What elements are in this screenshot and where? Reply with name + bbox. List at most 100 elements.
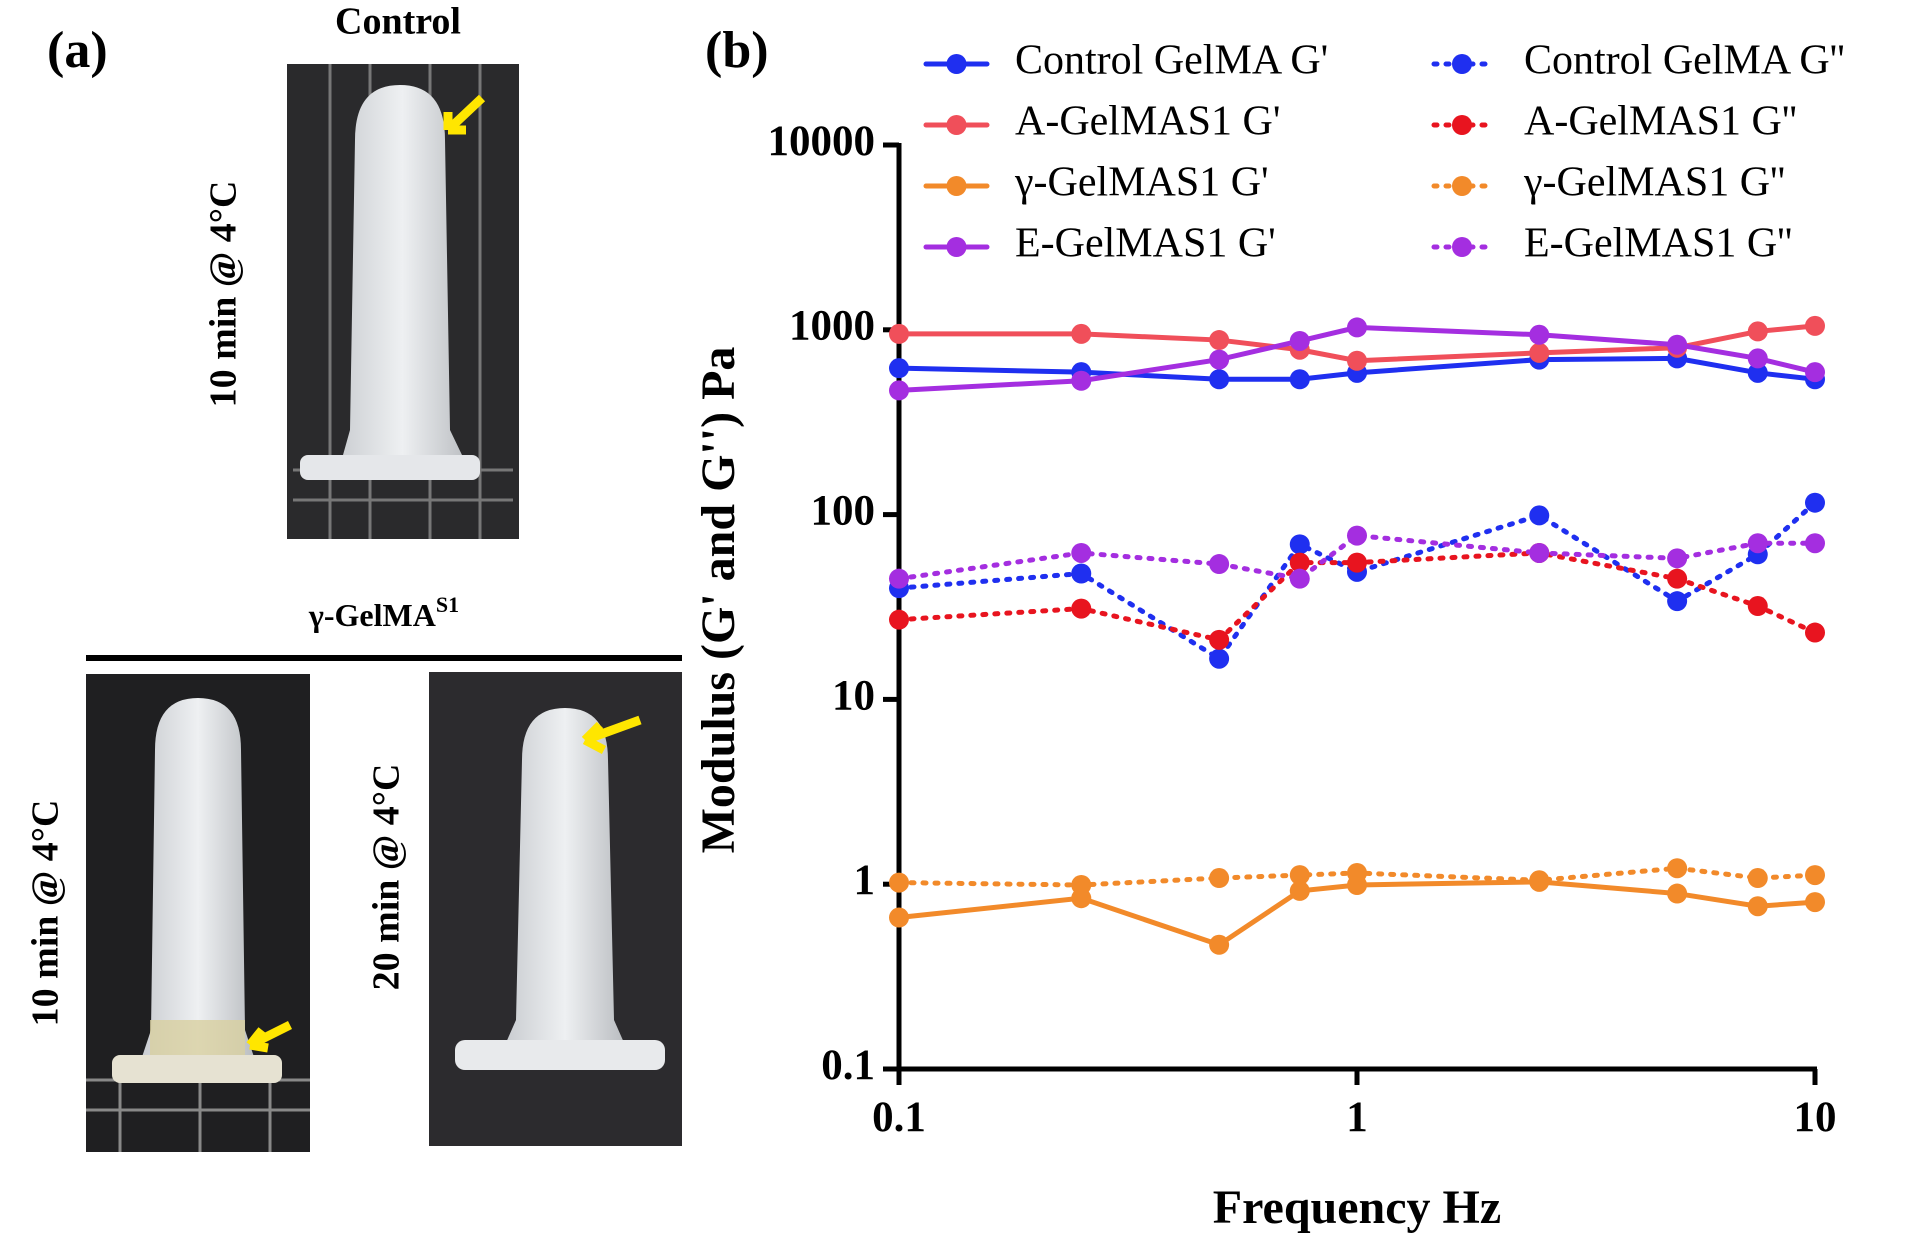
data-point <box>1209 369 1230 390</box>
data-point <box>1747 321 1768 342</box>
data-point <box>1805 492 1825 513</box>
data-point <box>1209 934 1230 955</box>
legend-label: Control GelMA G' <box>1015 38 1328 84</box>
photo-caption: 10 min @ 4°C <box>203 181 245 408</box>
data-point <box>1529 505 1550 526</box>
data-point <box>1209 629 1230 650</box>
data-point <box>889 907 909 928</box>
photo-caption: 20 min @ 4°C <box>366 764 408 991</box>
group-title: γ-GelMAS1 <box>308 592 459 633</box>
data-point <box>1071 598 1092 619</box>
data-point <box>1209 554 1230 575</box>
data-point <box>1747 596 1768 617</box>
data-point <box>1071 370 1092 391</box>
legend-label: A-GelMAS1 G' <box>1015 99 1280 145</box>
y-tick-label: 10 <box>832 672 875 719</box>
data-point <box>1071 875 1092 896</box>
legend-marker <box>1452 54 1472 74</box>
legend-marker <box>1452 115 1472 135</box>
y-tick-label: 1 <box>854 857 876 904</box>
data-point <box>889 872 909 893</box>
data-point <box>1667 568 1688 589</box>
data-point <box>1071 542 1092 563</box>
data-point <box>1747 362 1768 383</box>
legend-label: E-GelMAS1 G' <box>1015 221 1276 267</box>
data-point <box>889 358 909 379</box>
group-title-text: γ-GelMA <box>308 597 436 633</box>
data-point <box>1289 534 1310 555</box>
data-point <box>1209 868 1230 889</box>
legend-marker <box>946 115 967 135</box>
data-point <box>1747 896 1768 917</box>
data-point <box>1289 865 1310 886</box>
data-point <box>1347 552 1367 573</box>
data-point <box>1805 865 1825 886</box>
panel-label: (b) <box>705 22 769 79</box>
y-tick-label: 1000 <box>789 303 875 350</box>
data-point <box>1209 648 1230 669</box>
legend-marker <box>1452 176 1472 196</box>
data-point <box>1805 362 1825 383</box>
control-title: Control <box>335 1 461 43</box>
data-point <box>1347 317 1367 338</box>
data-point <box>1805 533 1825 554</box>
data-point <box>1071 323 1092 344</box>
data-point <box>1347 350 1367 371</box>
data-point <box>1667 334 1688 355</box>
data-point <box>1667 883 1688 904</box>
data-point <box>1529 342 1550 363</box>
data-point <box>1347 525 1367 546</box>
data-point <box>1805 892 1825 913</box>
y-tick-label: 10000 <box>768 118 876 165</box>
photo-caption: 10 min @ 4°C <box>25 800 67 1027</box>
data-point <box>1667 591 1688 612</box>
x-tick-label: 0.1 <box>872 1094 926 1141</box>
series-line <box>896 532 1818 582</box>
photo-control <box>287 64 519 539</box>
x-axis-title: Frequency Hz <box>1213 1181 1501 1234</box>
data-point <box>1529 542 1550 563</box>
data-point <box>1667 548 1688 569</box>
y-tick-label: 100 <box>811 487 876 534</box>
legend-marker <box>1452 237 1472 257</box>
legend-marker <box>946 176 967 196</box>
series-line <box>896 500 1818 663</box>
legend-label: E-GelMAS1 G'' <box>1524 221 1792 267</box>
data-point <box>1667 858 1688 879</box>
legend-label: γ-GelMAS1 G' <box>1014 160 1269 206</box>
data-point <box>1209 349 1230 370</box>
data-point <box>1529 324 1550 345</box>
legend: Control GelMA G' A-GelMAS1 G' γ-GelMAS1 G'… <box>923 38 1845 267</box>
legend-label: Control GelMA G'' <box>1524 38 1845 84</box>
data-point <box>1805 622 1825 643</box>
data-point <box>889 568 909 589</box>
data-point <box>1747 868 1768 889</box>
data-point <box>1747 533 1768 554</box>
y-tick-label: 0.1 <box>821 1042 875 1089</box>
panel-label: (a) <box>47 22 108 79</box>
legend-marker <box>946 54 967 74</box>
plot: 0.1 1 10 100 1000 10000 0.1 1 10 <box>768 118 1837 1141</box>
x-tick-label: 1 <box>1346 1094 1368 1141</box>
data-point <box>889 323 909 344</box>
data-point <box>1347 862 1367 883</box>
data-point <box>1289 369 1310 390</box>
photo-gamma-20 <box>429 672 682 1146</box>
y-axis-title: Modulus (G' and G'') Pa <box>692 347 745 854</box>
data-point <box>1289 880 1310 901</box>
legend-marker <box>946 237 967 257</box>
data-point <box>889 380 909 401</box>
data-point <box>889 609 909 630</box>
group-title-sup: S1 <box>436 592 459 617</box>
data-point <box>1747 348 1768 369</box>
data-point <box>1289 330 1310 351</box>
data-point <box>1529 870 1550 891</box>
data-point <box>1805 315 1825 336</box>
data-point <box>1209 330 1230 351</box>
x-tick-label: 10 <box>1794 1094 1837 1141</box>
data-point <box>1071 563 1092 584</box>
data-point <box>1289 568 1310 589</box>
photo-gamma-10 <box>86 674 310 1152</box>
data-point <box>1289 552 1310 573</box>
